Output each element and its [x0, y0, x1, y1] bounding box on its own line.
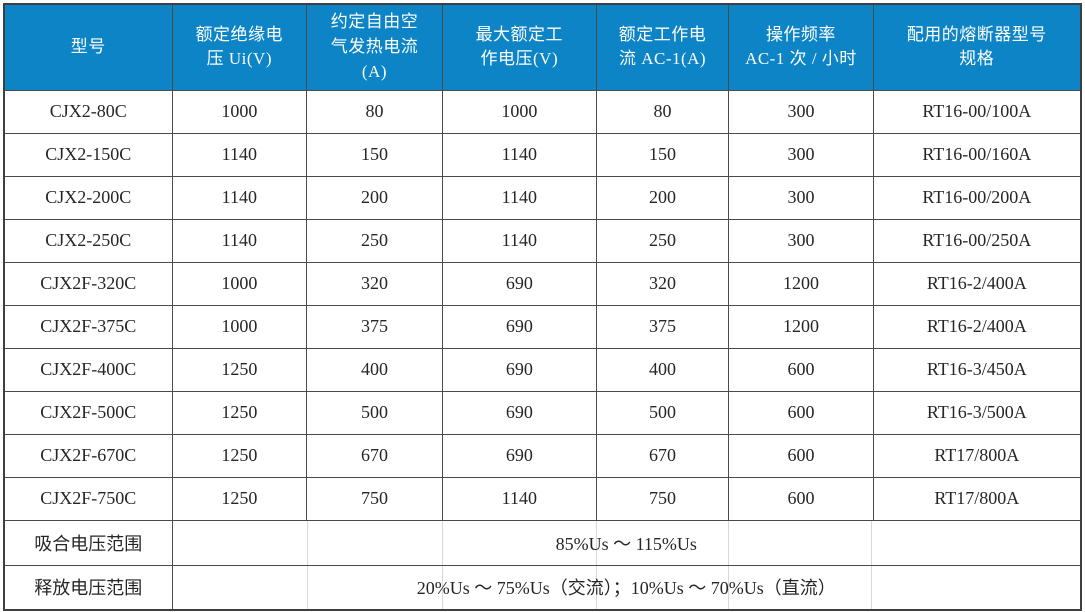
cell-operating-frequency: 600	[728, 347, 874, 392]
cell-conventional-heating-current: 80	[306, 89, 443, 134]
cell-rated-insulation-voltage: 1250	[171, 433, 308, 478]
cell-operating-frequency: 1200	[728, 261, 874, 306]
cell-model: CJX2-150C	[3, 132, 173, 177]
release-voltage-range-value: 20%Us ～ 75%Us（交流）；10%Us ～ 70%Us（直流）	[171, 564, 1082, 611]
cell-max-working-voltage: 690	[441, 390, 597, 435]
release-voltage-range-label: 释放电压范围	[3, 564, 173, 611]
cell-model: CJX2F-670C	[3, 433, 173, 478]
column-header-fuse-model: 配用的熔断器型号 规格	[872, 3, 1082, 91]
column-header-rated-working-current: 额定工作电 流 AC-1(A)	[595, 3, 730, 91]
cell-operating-frequency: 300	[728, 175, 874, 220]
table-row-pickup-voltage-range: 吸合电压范围 85%Us ～ 115%Us	[3, 519, 1082, 566]
cell-operating-frequency: 600	[728, 433, 874, 478]
cell-fuse-model: RT16-00/250A	[872, 218, 1082, 263]
table-row: CJX2-80C 1000 80 1000 80 300 RT16-00/100…	[3, 89, 1082, 134]
cell-fuse-model: RT16-3/450A	[872, 347, 1082, 392]
column-header-operating-frequency: 操作频率 AC-1 次 / 小时	[728, 3, 874, 91]
cell-max-working-voltage: 1140	[441, 476, 597, 521]
header-row: 型号 额定绝缘电 压 Ui(V) 约定自由空 气发热电流 (A) 最大额定工 作…	[3, 3, 1082, 91]
cell-operating-frequency: 300	[728, 132, 874, 177]
table-footer: 吸合电压范围 85%Us ～ 115%Us 释放电压范围 20%Us ～ 75%…	[3, 519, 1082, 611]
cell-conventional-heating-current: 250	[306, 218, 443, 263]
cell-model: CJX2F-320C	[3, 261, 173, 306]
cell-max-working-voltage: 1140	[441, 132, 597, 177]
cell-model: CJX2F-750C	[3, 476, 173, 521]
cell-conventional-heating-current: 375	[306, 304, 443, 349]
cell-model: CJX2F-375C	[3, 304, 173, 349]
cell-rated-working-current: 200	[595, 175, 730, 220]
cell-rated-working-current: 500	[595, 390, 730, 435]
column-header-rated-insulation-voltage: 额定绝缘电 压 Ui(V)	[171, 3, 308, 91]
contactor-spec-table: 型号 额定绝缘电 压 Ui(V) 约定自由空 气发热电流 (A) 最大额定工 作…	[3, 3, 1082, 611]
pickup-voltage-range-label: 吸合电压范围	[3, 519, 173, 566]
cell-rated-insulation-voltage: 1250	[171, 476, 308, 521]
cell-operating-frequency: 600	[728, 390, 874, 435]
cell-max-working-voltage: 690	[441, 304, 597, 349]
pickup-voltage-range-value: 85%Us ～ 115%Us	[171, 519, 1082, 566]
column-header-max-working-voltage: 最大额定工 作电压(V)	[441, 3, 597, 91]
cell-max-working-voltage: 1140	[441, 218, 597, 263]
cell-model: CJX2-80C	[3, 89, 173, 134]
table-body: CJX2-80C 1000 80 1000 80 300 RT16-00/100…	[3, 89, 1082, 521]
cell-fuse-model: RT17/800A	[872, 476, 1082, 521]
cell-rated-working-current: 750	[595, 476, 730, 521]
cell-rated-working-current: 400	[595, 347, 730, 392]
cell-fuse-model: RT16-3/500A	[872, 390, 1082, 435]
table-row-release-voltage-range: 释放电压范围 20%Us ～ 75%Us（交流）；10%Us ～ 70%Us（直…	[3, 564, 1082, 611]
cell-model: CJX2F-500C	[3, 390, 173, 435]
cell-conventional-heating-current: 750	[306, 476, 443, 521]
cell-operating-frequency: 1200	[728, 304, 874, 349]
table-row: CJX2F-750C 1250 750 1140 750 600 RT17/80…	[3, 476, 1082, 521]
cell-rated-insulation-voltage: 1000	[171, 261, 308, 306]
column-header-model: 型号	[3, 3, 173, 91]
table-row: CJX2-200C 1140 200 1140 200 300 RT16-00/…	[3, 175, 1082, 220]
table-row: CJX2F-375C 1000 375 690 375 1200 RT16-2/…	[3, 304, 1082, 349]
cell-operating-frequency: 300	[728, 218, 874, 263]
column-header-conventional-heating-current: 约定自由空 气发热电流 (A)	[306, 3, 443, 91]
cell-conventional-heating-current: 150	[306, 132, 443, 177]
cell-fuse-model: RT16-00/200A	[872, 175, 1082, 220]
cell-model: CJX2-250C	[3, 218, 173, 263]
spec-table-container: 型号 额定绝缘电 压 Ui(V) 约定自由空 气发热电流 (A) 最大额定工 作…	[3, 3, 1082, 611]
cell-rated-working-current: 375	[595, 304, 730, 349]
cell-conventional-heating-current: 200	[306, 175, 443, 220]
cell-fuse-model: RT16-2/400A	[872, 261, 1082, 306]
cell-rated-working-current: 320	[595, 261, 730, 306]
cell-fuse-model: RT16-00/160A	[872, 132, 1082, 177]
cell-conventional-heating-current: 500	[306, 390, 443, 435]
cell-rated-insulation-voltage: 1140	[171, 175, 308, 220]
cell-max-working-voltage: 690	[441, 347, 597, 392]
cell-model: CJX2F-400C	[3, 347, 173, 392]
cell-conventional-heating-current: 320	[306, 261, 443, 306]
cell-rated-working-current: 150	[595, 132, 730, 177]
table-header: 型号 额定绝缘电 压 Ui(V) 约定自由空 气发热电流 (A) 最大额定工 作…	[3, 3, 1082, 91]
cell-conventional-heating-current: 670	[306, 433, 443, 478]
cell-rated-working-current: 670	[595, 433, 730, 478]
cell-model: CJX2-200C	[3, 175, 173, 220]
cell-rated-working-current: 250	[595, 218, 730, 263]
cell-fuse-model: RT17/800A	[872, 433, 1082, 478]
cell-rated-insulation-voltage: 1140	[171, 132, 308, 177]
cell-rated-insulation-voltage: 1000	[171, 304, 308, 349]
table-row: CJX2F-500C 1250 500 690 500 600 RT16-3/5…	[3, 390, 1082, 435]
cell-rated-insulation-voltage: 1250	[171, 390, 308, 435]
cell-max-working-voltage: 1000	[441, 89, 597, 134]
cell-max-working-voltage: 690	[441, 261, 597, 306]
cell-rated-working-current: 80	[595, 89, 730, 134]
table-row: CJX2F-320C 1000 320 690 320 1200 RT16-2/…	[3, 261, 1082, 306]
cell-rated-insulation-voltage: 1250	[171, 347, 308, 392]
cell-fuse-model: RT16-00/100A	[872, 89, 1082, 134]
table-row: CJX2F-400C 1250 400 690 400 600 RT16-3/4…	[3, 347, 1082, 392]
cell-max-working-voltage: 1140	[441, 175, 597, 220]
cell-fuse-model: RT16-2/400A	[872, 304, 1082, 349]
cell-rated-insulation-voltage: 1000	[171, 89, 308, 134]
cell-operating-frequency: 600	[728, 476, 874, 521]
table-row: CJX2F-670C 1250 670 690 670 600 RT17/800…	[3, 433, 1082, 478]
table-row: CJX2-250C 1140 250 1140 250 300 RT16-00/…	[3, 218, 1082, 263]
cell-rated-insulation-voltage: 1140	[171, 218, 308, 263]
cell-max-working-voltage: 690	[441, 433, 597, 478]
table-row: CJX2-150C 1140 150 1140 150 300 RT16-00/…	[3, 132, 1082, 177]
cell-operating-frequency: 300	[728, 89, 874, 134]
cell-conventional-heating-current: 400	[306, 347, 443, 392]
